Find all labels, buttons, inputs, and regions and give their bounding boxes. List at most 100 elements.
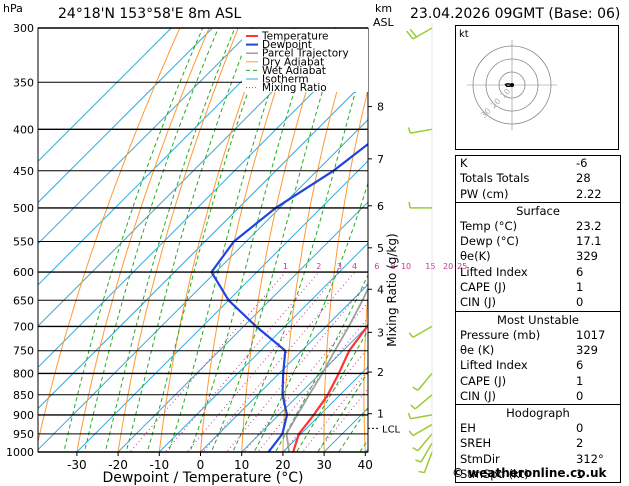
most-unstable-label: Pressure (mb): [460, 327, 541, 342]
surface-row: Lifted Index 6: [456, 265, 620, 280]
isotherm-line: [117, 201, 368, 452]
isotherm-line: [38, 28, 173, 163]
surface-value: 0: [576, 295, 584, 310]
legend-entry: Wet Adiabat: [262, 65, 326, 77]
surface-row: CIN (J) 0: [456, 295, 620, 310]
wind-barb: [417, 433, 433, 452]
hodograph-value: 0: [576, 421, 584, 436]
wet-adiabat-line: [104, 28, 236, 452]
hodograph-row: EH 0: [456, 421, 620, 436]
km-tick-label: 1: [377, 408, 384, 421]
surface-value: 23.2: [576, 218, 602, 233]
most-unstable-value: 1: [576, 373, 584, 388]
pressure-tick-label: 300: [13, 22, 34, 35]
x-tick-label: 40: [358, 458, 373, 472]
wind-barb: [410, 414, 433, 420]
hodograph-label: StmDir: [460, 451, 500, 466]
mixing-ratio-label: 3: [337, 262, 342, 271]
x-tick-label: 10: [234, 458, 249, 472]
wind-barb-flag: [410, 404, 416, 410]
wind-barb-flag: [408, 332, 414, 338]
most-unstable-value: 0: [576, 388, 584, 403]
wet-adiabat-line: [210, 28, 343, 452]
index-row: K -6: [456, 156, 620, 171]
y-axis-unit: hPa: [3, 2, 23, 15]
credit: © weatheronline.co.uk: [452, 466, 607, 480]
pressure-tick-label: 400: [13, 123, 34, 136]
isotherm-line: [38, 36, 368, 369]
lcl-label: LCL: [382, 424, 401, 435]
mixing-ratio-label: 1: [283, 262, 288, 271]
pressure-tick-label: 350: [13, 76, 34, 89]
wind-barb-flag: [408, 201, 411, 209]
mixing-ratio-label: 20: [443, 262, 453, 271]
hodograph-value: 2: [576, 436, 584, 451]
most-unstable-value: 6: [576, 358, 584, 373]
surface-value: 1: [576, 280, 584, 295]
wet-adiabat-line: [125, 28, 253, 452]
stats-table: K -6 Totals Totals 28 PW (cm) 2.22 Surface Te…: [455, 155, 621, 484]
most-unstable-label: θe (K): [460, 342, 495, 357]
y2-axis-label: Mixing Ratio (g/kg): [385, 233, 399, 346]
isotherm-line: [282, 366, 368, 452]
legend-entry: Parcel Trajectory: [262, 48, 349, 60]
hodograph-storm-motion: [510, 83, 514, 87]
surface-row: CAPE (J) 1: [456, 280, 620, 295]
index-label: Totals Totals: [460, 171, 530, 186]
index-row: PW (cm) 2.22: [456, 187, 620, 202]
isotherm-line: [38, 77, 368, 410]
surface-label: θe(K): [460, 249, 491, 264]
pressure-tick-label: 800: [13, 367, 34, 380]
wet-adiabat-line: [338, 406, 368, 452]
wet-adiabat-line: [146, 28, 272, 452]
hodograph-value: 1: [576, 467, 584, 482]
surface-label: CIN (J): [460, 295, 497, 310]
index-label: K: [460, 156, 468, 170]
legend-entry: Isotherm: [262, 74, 309, 86]
pressure-tick-label: 900: [13, 409, 34, 422]
km-tick-label: 5: [377, 242, 384, 255]
most-unstable-label: CIN (J): [460, 388, 497, 403]
dry-adiabat-line: [38, 28, 181, 445]
surface-value: 17.1: [576, 234, 602, 249]
x-tick-label: 0: [197, 458, 205, 472]
hodograph-row: StmDir 312°: [456, 452, 620, 467]
surface-value: 6: [576, 264, 584, 279]
asl-unit: ASL: [373, 16, 394, 29]
isotherm-line: [199, 283, 368, 452]
wind-barb-flag: [407, 127, 412, 134]
wind-barb: [412, 423, 433, 437]
wind-barb-flag: [418, 470, 425, 474]
surface-row: θe(K) 329: [456, 249, 620, 264]
km-tick-label: 4: [377, 283, 384, 296]
km-unit: km: [375, 2, 393, 15]
surface-label: CAPE (J): [460, 280, 507, 295]
isotherm-line: [240, 324, 368, 452]
most-unstable-row: CIN (J) 0: [456, 389, 620, 404]
wind-barb-flag: [406, 30, 414, 40]
wind-barb: [417, 372, 433, 391]
most-unstable-value: 329: [576, 342, 598, 357]
wind-barb-flag: [415, 459, 422, 463]
pressure-tick-label: 500: [13, 202, 34, 215]
index-label: PW (cm): [460, 186, 509, 201]
hodograph-row: SREH 2: [456, 436, 620, 451]
mixing-ratio-label: 8: [391, 262, 396, 271]
km-tick-label: 7: [377, 153, 384, 166]
isotherm-line: [38, 28, 255, 245]
wind-barb-flag: [412, 446, 419, 452]
location-title: 24°18'N 153°58'E 8m ASL: [58, 6, 242, 22]
isotherm-line: [38, 118, 368, 451]
legend-entry: Temperature: [261, 31, 329, 43]
temperature-line: [291, 323, 368, 452]
mixing-ratio-label: 15: [425, 262, 435, 271]
surface-row: Temp (°C) 23.2: [456, 219, 620, 234]
wind-barb-flag: [412, 386, 419, 391]
index-row: Totals Totals 28: [456, 171, 620, 186]
most-unstable-heading: Most Unstable: [456, 310, 620, 328]
wind-barb: [410, 128, 433, 134]
most-unstable-row: CAPE (J) 1: [456, 374, 620, 389]
most-unstable-row: θe (K) 329: [456, 343, 620, 358]
most-unstable-label: CAPE (J): [460, 373, 507, 388]
